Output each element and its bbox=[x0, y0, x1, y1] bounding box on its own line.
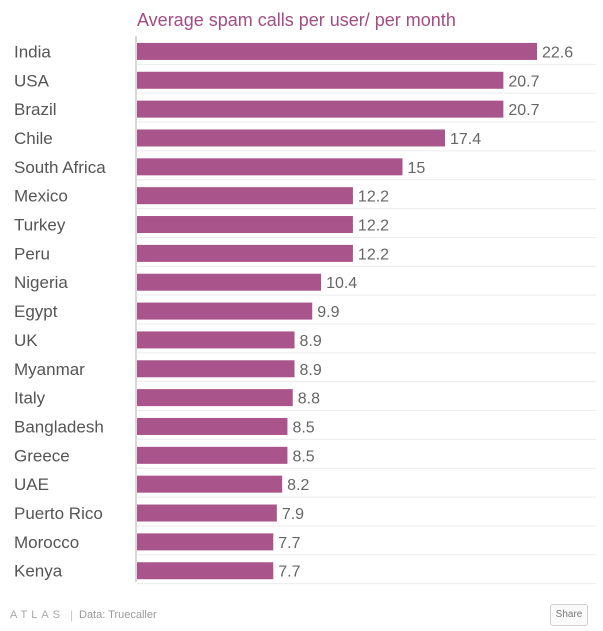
value-label: 17.4 bbox=[450, 131, 481, 148]
bar-chart: Average spam calls per user/ per month I… bbox=[14, 10, 596, 585]
value-label: 15 bbox=[407, 160, 425, 177]
value-label: 8.8 bbox=[298, 391, 320, 408]
category-label: Peru bbox=[14, 244, 50, 263]
bar[interactable] bbox=[137, 273, 322, 291]
value-label: 8.9 bbox=[300, 333, 322, 350]
bar[interactable] bbox=[137, 562, 274, 580]
category-label: Puerto Rico bbox=[14, 504, 103, 523]
value-label: 8.2 bbox=[287, 477, 309, 494]
value-label: 20.7 bbox=[508, 102, 539, 119]
category-label: Mexico bbox=[14, 187, 68, 206]
bar[interactable] bbox=[137, 42, 537, 60]
category-label: Nigeria bbox=[14, 273, 68, 292]
category-label: Egypt bbox=[14, 302, 58, 321]
bar[interactable] bbox=[137, 129, 445, 147]
bars: India 22.6 USA 20.7 Brazil 20.7 Chile 17.4 South… bbox=[14, 42, 573, 580]
footer-separator: | bbox=[70, 608, 74, 622]
bar[interactable] bbox=[137, 360, 295, 378]
category-label: Chile bbox=[14, 129, 53, 148]
category-label: Brazil bbox=[14, 100, 57, 119]
value-label: 12.2 bbox=[358, 218, 389, 235]
bar[interactable] bbox=[137, 389, 293, 407]
bar[interactable] bbox=[137, 475, 283, 493]
grid-lines bbox=[137, 63, 596, 585]
value-label: 7.7 bbox=[278, 564, 300, 581]
bar[interactable] bbox=[137, 533, 274, 551]
category-label: USA bbox=[14, 71, 50, 90]
value-label: 12.2 bbox=[358, 246, 389, 263]
category-label: Italy bbox=[14, 389, 46, 408]
bar[interactable] bbox=[137, 244, 353, 262]
category-label: Greece bbox=[14, 446, 70, 465]
bar[interactable] bbox=[137, 504, 277, 522]
category-label: Morocco bbox=[14, 533, 79, 552]
category-label: UK bbox=[14, 331, 38, 350]
category-label: Turkey bbox=[14, 216, 66, 235]
bar[interactable] bbox=[137, 187, 353, 205]
bar[interactable] bbox=[137, 100, 504, 118]
value-label: 7.7 bbox=[278, 535, 300, 552]
chart-title: Average spam calls per user/ per month bbox=[137, 10, 456, 30]
atlas-logo[interactable]: ATLAS bbox=[10, 609, 65, 621]
footer: ATLAS | Data: Truecaller Share bbox=[0, 600, 603, 631]
share-button[interactable]: Share bbox=[550, 604, 588, 626]
value-label: 22.6 bbox=[542, 44, 573, 61]
category-label: South Africa bbox=[14, 158, 106, 177]
bar[interactable] bbox=[137, 216, 353, 234]
value-label: 20.7 bbox=[508, 73, 539, 90]
value-label: 10.4 bbox=[326, 275, 357, 292]
bar[interactable] bbox=[137, 71, 504, 89]
category-label: India bbox=[14, 42, 51, 61]
category-label: UAE bbox=[14, 475, 49, 494]
bar[interactable] bbox=[137, 417, 288, 435]
value-label: 12.2 bbox=[358, 189, 389, 206]
category-label: Myanmar bbox=[14, 360, 85, 379]
bar[interactable] bbox=[137, 331, 295, 349]
category-label: Kenya bbox=[14, 562, 63, 581]
value-label: 8.5 bbox=[292, 448, 314, 465]
value-label: 9.9 bbox=[317, 304, 339, 321]
value-label: 8.9 bbox=[300, 362, 322, 379]
data-source: Data: Truecaller bbox=[79, 609, 157, 621]
value-label: 8.5 bbox=[292, 419, 314, 436]
category-label: Bangladesh bbox=[14, 417, 104, 436]
bar[interactable] bbox=[137, 302, 313, 320]
bar[interactable] bbox=[137, 158, 403, 176]
bar[interactable] bbox=[137, 446, 288, 464]
value-label: 7.9 bbox=[282, 506, 304, 523]
